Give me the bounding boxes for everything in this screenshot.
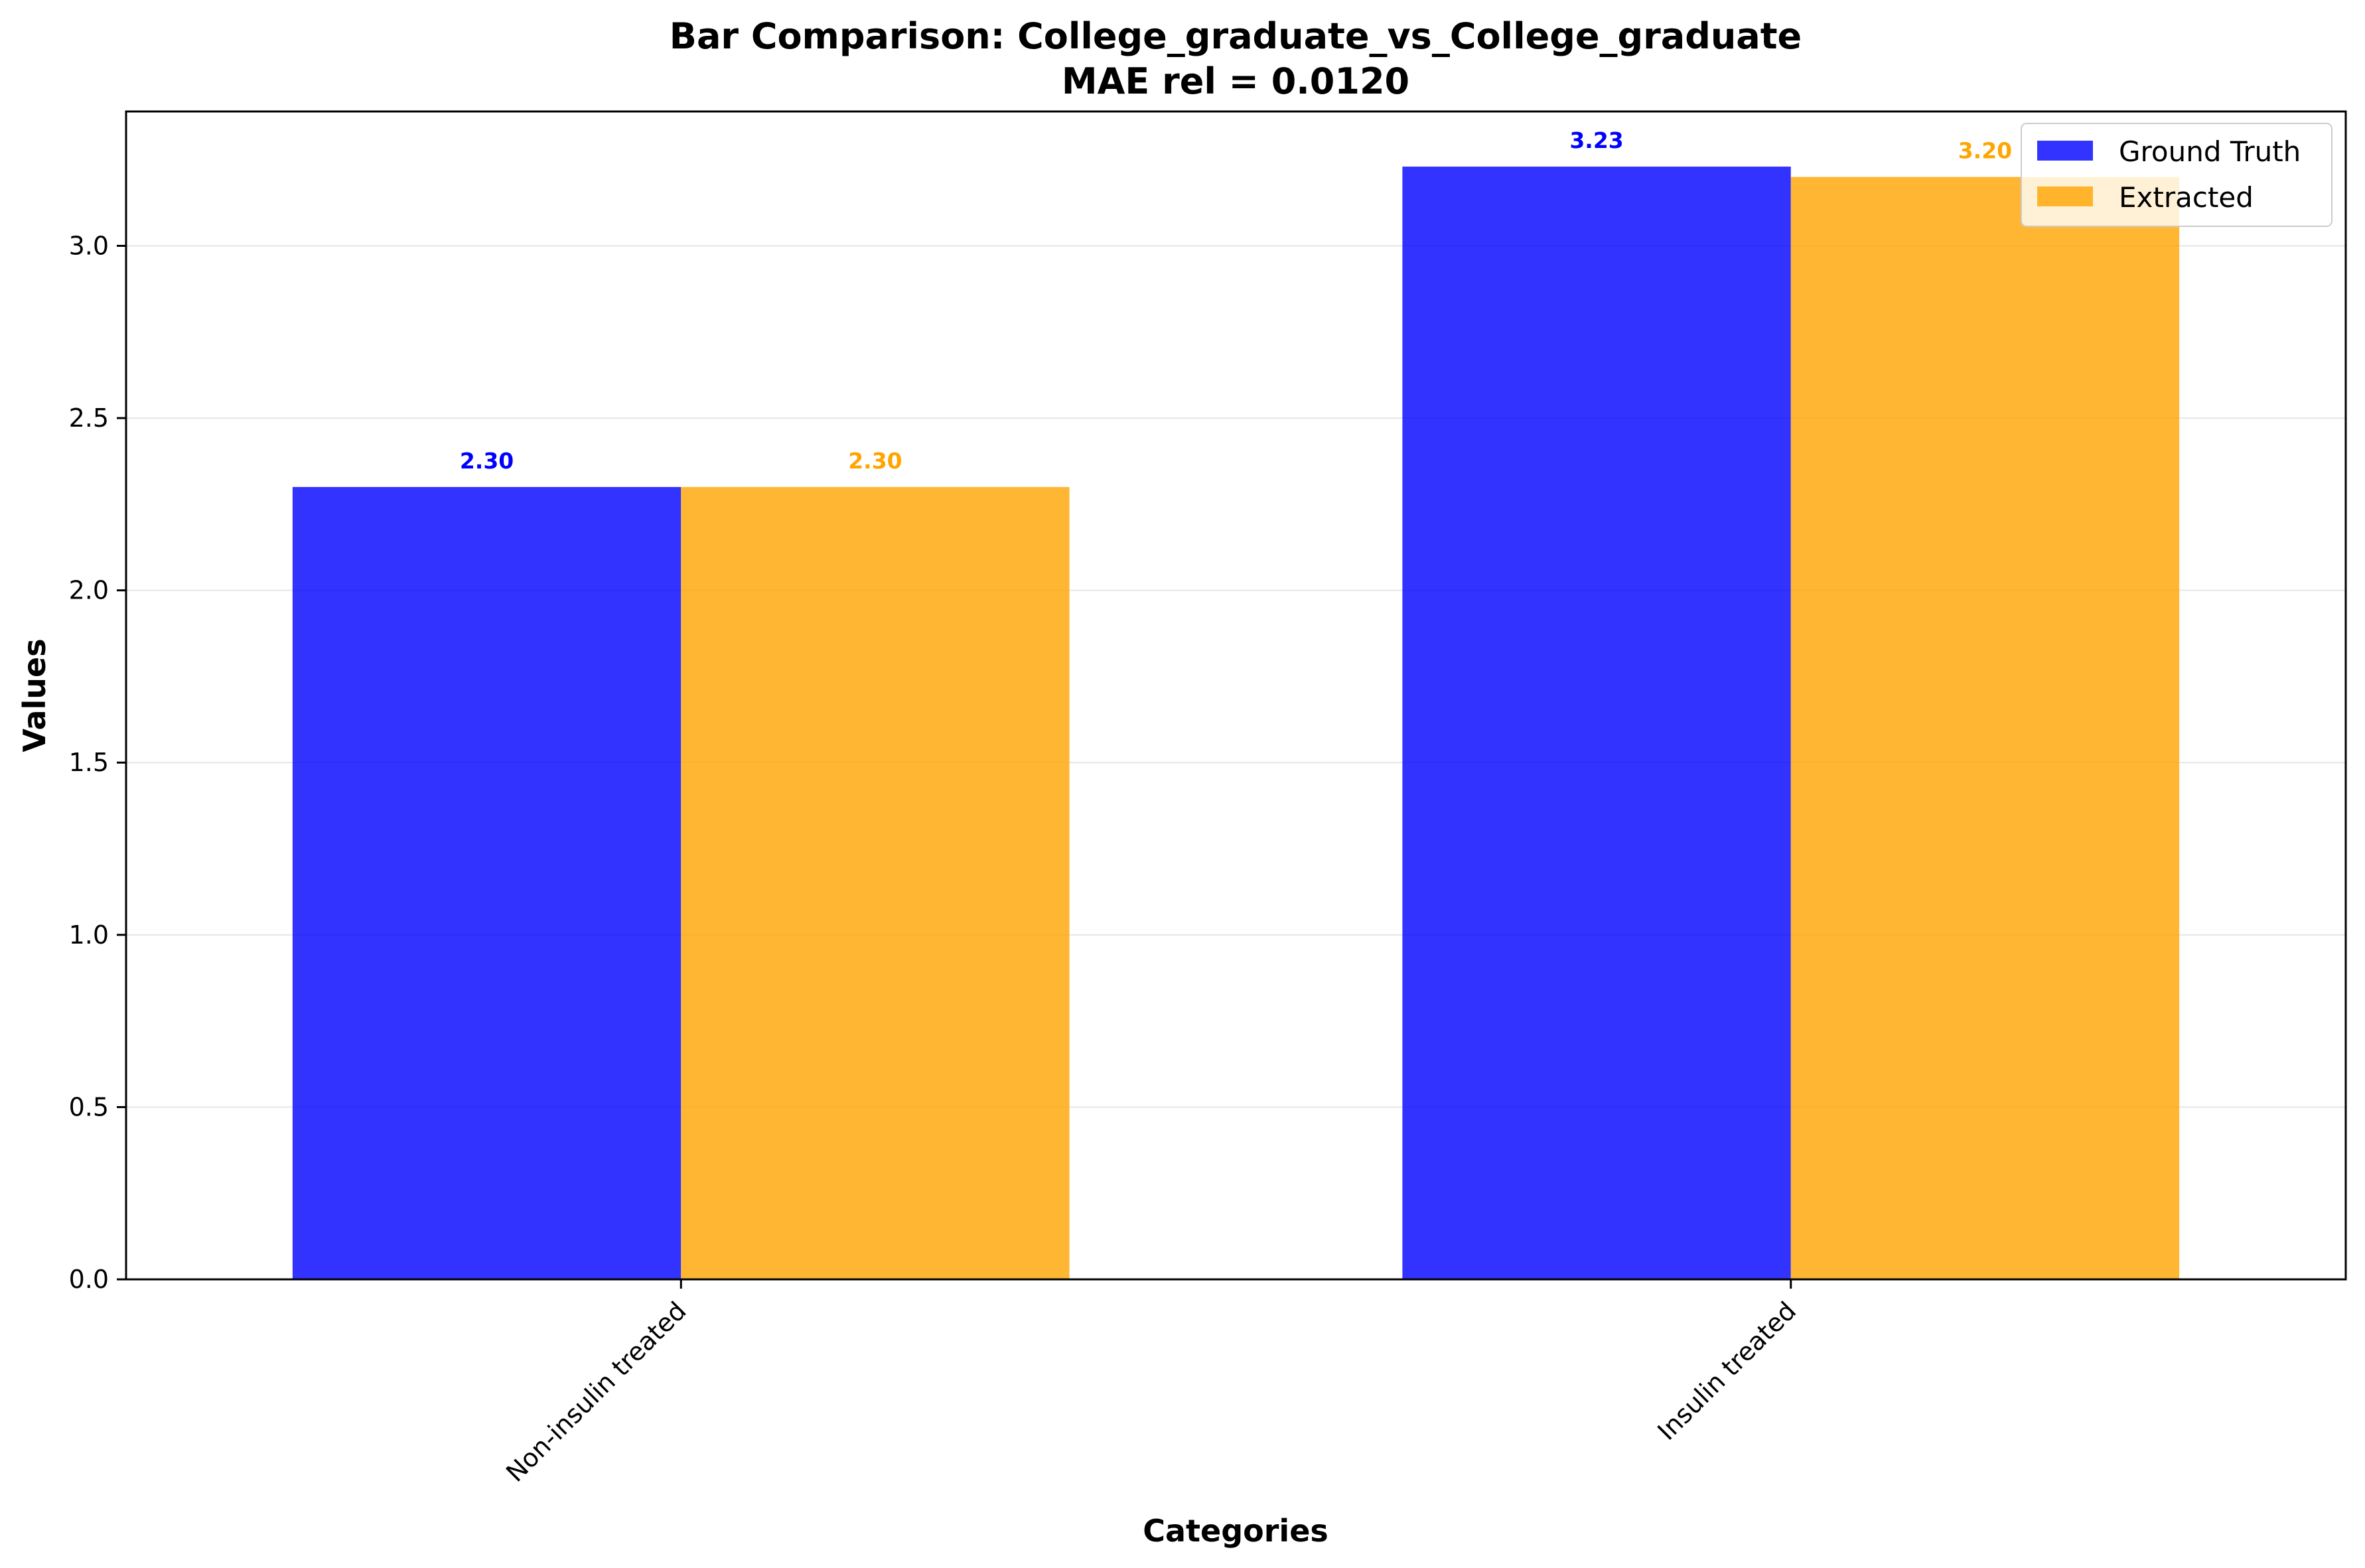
x-axis-ticks: Non-insulin treated Insulin treated xyxy=(500,1279,1802,1488)
legend-box xyxy=(2021,123,2332,227)
chart-subtitle: MAE rel = 0.0120 xyxy=(1062,60,1409,102)
bar-value-label-extracted: 2.30 xyxy=(848,448,902,474)
legend-label-extracted: Extracted xyxy=(2119,181,2254,214)
legend-label-ground-truth: Ground Truth xyxy=(2119,135,2301,168)
y-tick-label: 1.0 xyxy=(69,920,109,950)
y-axis-label: Values xyxy=(17,638,52,752)
bar-ground-truth xyxy=(292,486,681,1280)
y-tick-label: 2.5 xyxy=(69,403,109,433)
y-tick-label: 1.5 xyxy=(69,748,109,777)
x-tick-label: Non-insulin treated xyxy=(500,1296,692,1488)
bars xyxy=(292,167,2180,1280)
y-tick-label: 3.0 xyxy=(69,231,109,260)
chart-title: Bar Comparison: College_graduate_vs_Coll… xyxy=(670,15,1802,57)
bar-extracted xyxy=(1790,177,2180,1279)
bar-value-label-ground-truth: 2.30 xyxy=(460,448,514,474)
x-axis-label: Categories xyxy=(1143,1513,1328,1549)
bar-value-labels: 2.30 3.23 2.30 3.20 xyxy=(460,127,2012,474)
bar-extracted xyxy=(681,486,1070,1280)
legend-swatch-extracted xyxy=(2037,186,2093,206)
y-axis-ticks: 0.0 0.5 1.0 1.5 2.0 2.5 3.0 xyxy=(69,231,126,1294)
x-tick-label: Insulin treated xyxy=(1652,1296,1802,1446)
y-tick-label: 0.5 xyxy=(69,1092,109,1121)
y-tick-label: 2.0 xyxy=(69,576,109,605)
bar-value-label-ground-truth: 3.23 xyxy=(1569,127,1623,153)
plot-frame xyxy=(125,110,2347,1281)
legend-swatch-ground-truth xyxy=(2037,141,2093,161)
legend: Ground Truth Extracted xyxy=(2021,123,2332,227)
y-tick-label: 0.0 xyxy=(69,1265,109,1294)
bar-value-label-extracted: 3.20 xyxy=(1958,138,2012,164)
bar-ground-truth xyxy=(1402,167,1791,1279)
